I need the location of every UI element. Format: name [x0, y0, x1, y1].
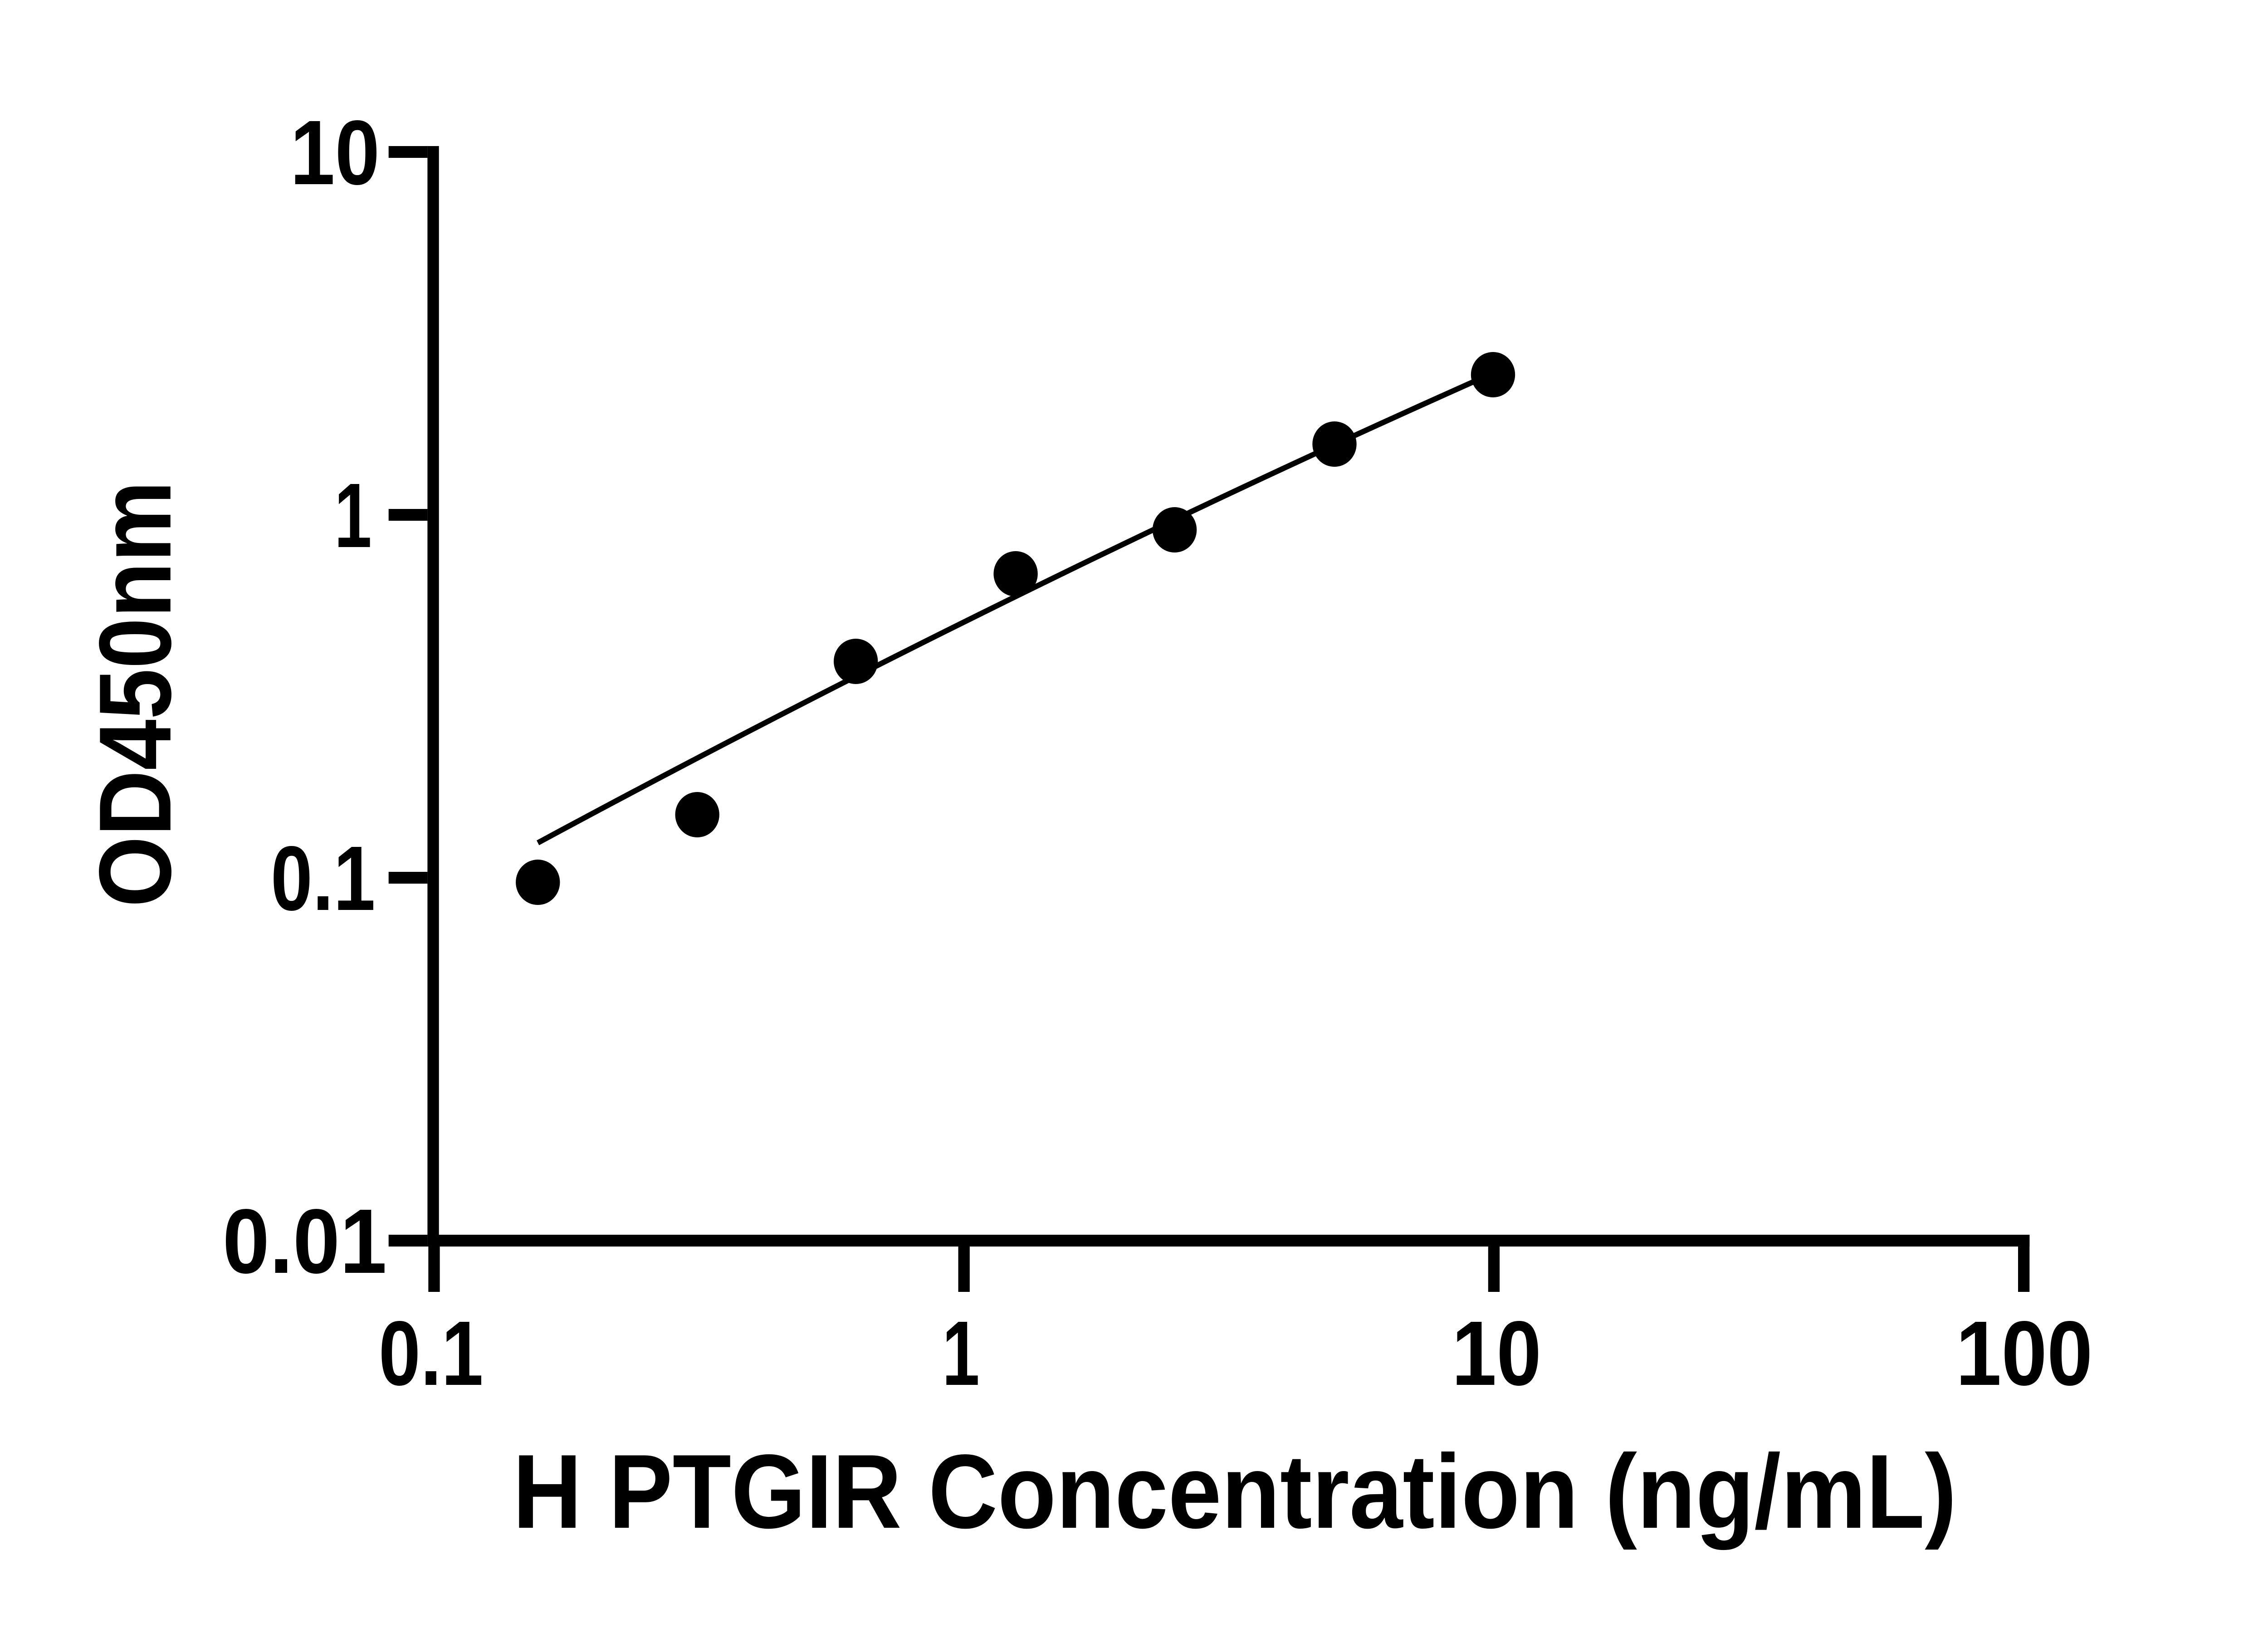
svg-text:100: 100 [1956, 1303, 2093, 1405]
svg-text:10: 10 [290, 102, 380, 204]
svg-text:OD450nm: OD450nm [78, 481, 193, 907]
svg-text:0.01: 0.01 [223, 1191, 387, 1293]
svg-text:0.1: 0.1 [379, 1303, 484, 1405]
svg-text:H PTGIR Concentration (ng/mL): H PTGIR Concentration (ng/mL) [513, 1433, 1956, 1550]
svg-text:0.1: 0.1 [271, 828, 376, 930]
svg-text:1: 1 [942, 1303, 980, 1405]
svg-text:1: 1 [334, 465, 372, 567]
svg-text:10: 10 [1452, 1303, 1541, 1405]
